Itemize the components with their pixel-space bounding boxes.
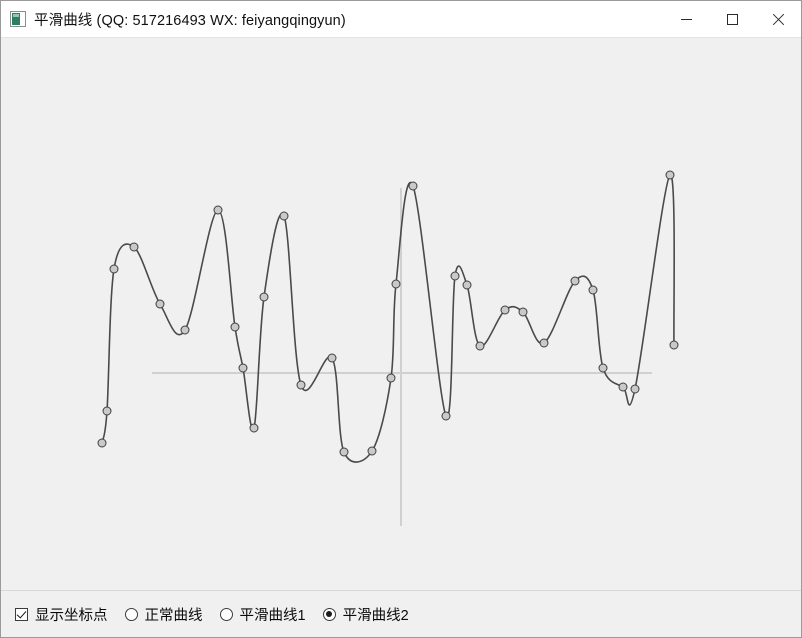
data-point-9 [249, 423, 259, 433]
close-button[interactable] [755, 1, 801, 37]
window-controls [663, 1, 801, 37]
data-point-27 [588, 285, 598, 295]
window-title: 平滑曲线 (QQ: 517216493 WX: feiyangqingyun) [34, 12, 346, 29]
minimize-button[interactable] [663, 1, 709, 37]
data-point-21 [462, 280, 472, 290]
radio-indicator-normal[interactable] [124, 607, 138, 621]
radio-smooth-curve-2-label: 平滑曲线2 [342, 607, 409, 624]
data-point-29 [618, 382, 628, 392]
smooth-curve-chart [97, 170, 679, 526]
data-point-32 [669, 340, 679, 350]
checkbox-show-points-label: 显示坐标点 [35, 607, 108, 624]
data-point-16 [386, 373, 396, 383]
data-point-18 [408, 181, 418, 191]
data-point-11 [279, 211, 289, 221]
data-point-24 [518, 307, 528, 317]
data-point-1 [102, 406, 112, 416]
data-point-20 [450, 271, 460, 281]
data-point-26 [570, 276, 580, 286]
radio-indicator-smooth2[interactable] [322, 607, 336, 621]
data-point-30 [630, 384, 640, 394]
checkbox-indicator[interactable] [15, 607, 28, 621]
close-icon [772, 13, 785, 26]
curve-path-0 [101, 174, 675, 463]
radio-smooth-curve-1-label: 平滑曲线1 [239, 607, 306, 624]
data-point-22 [475, 341, 485, 351]
data-point-14 [339, 447, 349, 457]
app-icon [10, 11, 26, 27]
radio-smooth-curve-2[interactable]: 平滑曲线2 [322, 604, 409, 625]
data-point-12 [296, 380, 306, 390]
data-point-2 [109, 264, 119, 274]
minimize-icon [680, 18, 692, 20]
radio-smooth-curve-1[interactable]: 平滑曲线1 [219, 604, 306, 625]
chart-panel[interactable] [1, 38, 801, 590]
data-point-7 [230, 322, 240, 332]
radio-normal-curve-label: 正常曲线 [144, 607, 203, 624]
control-bar: 显示坐标点 正常曲线 平滑曲线1 平滑曲线2 [1, 590, 801, 637]
data-point-10 [259, 292, 269, 302]
maximize-icon [726, 13, 738, 25]
data-point-23 [500, 305, 510, 315]
data-point-3 [129, 242, 139, 252]
data-point-8 [238, 363, 248, 373]
data-point-19 [441, 411, 451, 421]
data-point-5 [180, 325, 190, 335]
data-point-4 [155, 299, 165, 309]
data-point-25 [539, 338, 549, 348]
maximize-button[interactable] [709, 1, 755, 37]
data-point-13 [327, 353, 337, 363]
checkbox-show-points[interactable]: 显示坐标点 [15, 604, 108, 625]
data-point-0 [97, 438, 107, 448]
data-point-6 [213, 205, 223, 215]
data-point-17 [391, 279, 401, 289]
radio-normal-curve[interactable]: 正常曲线 [124, 604, 203, 625]
data-point-28 [598, 363, 608, 373]
data-point-15 [367, 446, 377, 456]
radio-indicator-smooth1[interactable] [219, 607, 233, 621]
title-bar: 平滑曲线 (QQ: 517216493 WX: feiyangqingyun) [1, 1, 801, 38]
data-point-31 [665, 170, 675, 180]
